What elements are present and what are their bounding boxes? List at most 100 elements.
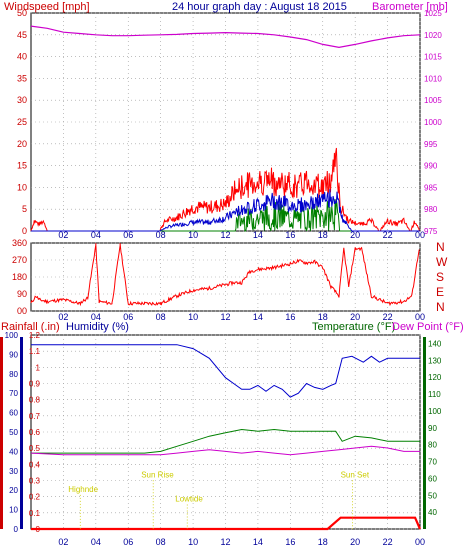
direction-marks (30, 243, 420, 307)
event-annotation: Lowtide (175, 495, 203, 504)
direction-letter: S (436, 270, 444, 284)
x-tick-label: 22 (383, 230, 393, 240)
x-tick-label: 22 (383, 312, 393, 322)
rainfall-tick-label: 1.2 (29, 331, 41, 340)
barometer-tick-label: 975 (424, 227, 438, 236)
x-tick-label: 12 (220, 312, 230, 322)
barometer-tick-label: 1010 (424, 74, 442, 83)
x-tick-label: 14 (253, 537, 263, 547)
temperature-tick-label: 130 (428, 356, 442, 365)
x-tick-label: 22 (383, 537, 393, 547)
direction-ticks: 02 04 06 08 10 12 14 16 18 20 22 00 00 90 180 270 360 (12, 238, 425, 322)
x-tick-label: 00 (415, 312, 425, 322)
temperature-tick-label: 80 (428, 441, 437, 450)
event-annotation: Highnde (68, 485, 98, 494)
humidity-tick-label: 60 (9, 409, 18, 418)
rainfall-tick-label: 0.2 (29, 493, 41, 502)
rainfall-tick-label: 0.3 (29, 477, 41, 486)
humidity-tick-label: 70 (9, 389, 18, 398)
x-tick-label: 18 (318, 230, 328, 240)
temperature-tick-label: 110 (428, 390, 441, 399)
dewpoint-axis-title: Dew Point (°F) (392, 321, 464, 333)
windspeed-tick-label: 20 (17, 139, 27, 149)
x-tick-label: 10 (188, 312, 198, 322)
temperature-tick-label: 50 (428, 491, 437, 500)
humidity-line (31, 344, 420, 398)
temperature-tick-label: 70 (428, 458, 437, 467)
direction-tick-label: 180 (12, 272, 27, 282)
temperature-tick-label: 90 (428, 424, 437, 433)
windspeed-tick-label: 5 (22, 204, 27, 214)
rain-axis-bar (0, 337, 3, 529)
x-tick-label: 10 (188, 537, 198, 547)
event-annotation: Sun Set (341, 470, 370, 479)
rainfall-tick-label: 0.8 (29, 396, 41, 405)
x-tick-label: 02 (58, 312, 68, 322)
wind-grid (31, 12, 421, 232)
x-tick-label: 16 (285, 537, 295, 547)
barometer-tick-label: 990 (424, 162, 438, 171)
barometer-tick-label: 1005 (424, 96, 442, 105)
rainfall-tick-label: 1 (36, 363, 41, 372)
rainfall-tick-label: 0.4 (29, 460, 41, 469)
windspeed-tick-label: 15 (17, 161, 27, 171)
windspeed-tick-label: 50 (17, 8, 27, 18)
humidity-tick-label: 20 (9, 486, 18, 495)
temperature-axis-bar (423, 337, 426, 529)
rainfall-tick-label: 0.6 (29, 428, 41, 437)
barometer-line (30, 25, 421, 49)
wind-direction-line (30, 243, 420, 307)
direction-tick-label: 360 (12, 238, 27, 248)
direction-letter: W (436, 255, 448, 269)
x-tick-label: 20 (350, 312, 360, 322)
windspeed-tick-label: 0 (22, 226, 27, 236)
temperature-tick-label: 120 (428, 373, 442, 382)
x-tick-label: 02 (58, 537, 68, 547)
rainfall-tick-label: 0.5 (29, 444, 41, 453)
temperature-tick-label: 140 (428, 339, 442, 348)
x-tick-label: 04 (91, 537, 101, 547)
rainfall-line (31, 516, 422, 531)
rainfall-tick-label: 0.1 (29, 509, 41, 518)
windspeed-tick-label: 10 (17, 182, 27, 192)
temperature-tick-label: 100 (428, 407, 442, 416)
direction-grid (31, 242, 421, 312)
x-tick-label: 16 (285, 230, 295, 240)
rain-humidity-ticks: 02 04 06 08 10 12 14 16 18 20 22 0000.10.20.30.40.5… (5, 331, 442, 547)
x-tick-label: 18 (318, 312, 328, 322)
x-tick-label: 00 (415, 537, 425, 547)
direction-letter: N (436, 240, 445, 254)
humidity-tick-label: 50 (9, 428, 18, 437)
x-tick-label: 12 (220, 230, 230, 240)
windspeed-tick-label: 35 (17, 73, 27, 83)
x-tick-label: 06 (123, 230, 133, 240)
barometer-tick-label: 1025 (424, 9, 442, 18)
humidity-axis-bar (20, 337, 23, 529)
direction-letter: N (436, 300, 445, 314)
temperature-tick-label: 60 (428, 474, 437, 483)
windspeed-tick-label: 30 (17, 95, 27, 105)
x-tick-label: 20 (350, 230, 360, 240)
wind-average-line (31, 189, 420, 232)
x-tick-label: 04 (91, 312, 101, 322)
x-tick-label: 06 (123, 312, 133, 322)
humidity-tick-label: 0 (14, 525, 19, 534)
x-tick-label: 06 (123, 537, 133, 547)
windspeed-axis-title: Windspeed [mph] (4, 1, 90, 13)
dewpoint-line (30, 445, 420, 456)
rain-humidity-grid (31, 334, 421, 530)
direction-panel (30, 242, 421, 312)
temperature-tick-label: 40 (428, 508, 437, 517)
wind-ticks: 02 04 06 08 10 12 14 16 18 20 22 000510152025303540… (17, 8, 442, 240)
direction-tick-label: 270 (12, 255, 27, 265)
humidity-tick-label: 10 (9, 506, 18, 515)
windspeed-tick-label: 40 (17, 52, 27, 62)
x-tick-label: 20 (350, 537, 360, 547)
barometer-tick-label: 1000 (424, 118, 442, 127)
rainfall-tick-label: 0.7 (29, 412, 41, 421)
wind-marks (30, 25, 421, 232)
humidity-tick-label: 90 (9, 350, 18, 359)
temperature-axis-title: Temperature (°F) (312, 321, 395, 333)
humidity-tick-label: 30 (9, 467, 18, 476)
